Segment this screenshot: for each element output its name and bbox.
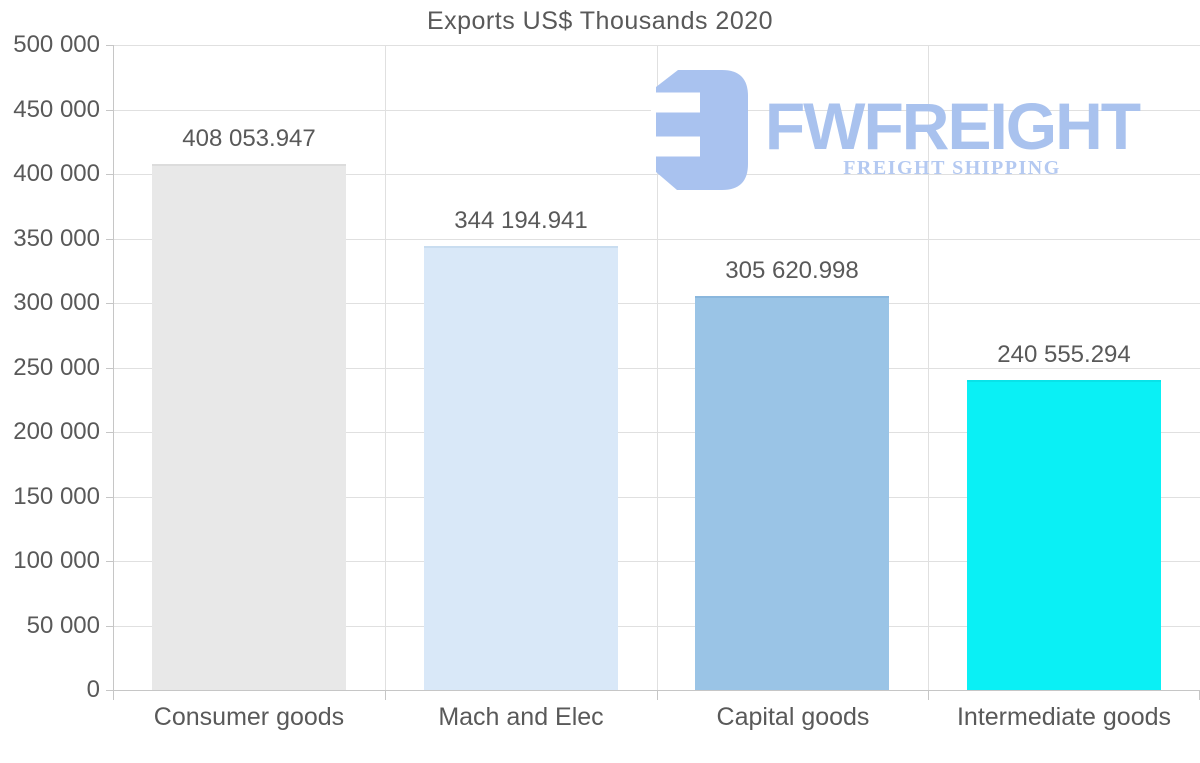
y-tick: [106, 110, 113, 111]
y-tick: [106, 303, 113, 304]
y-tick-label: 200 000: [13, 418, 100, 445]
x-category-label: Capital goods: [716, 703, 870, 731]
y-tick: [106, 239, 113, 240]
y-tick: [106, 432, 113, 433]
bar: [424, 246, 618, 690]
y-tick-label: 450 000: [13, 96, 100, 123]
y-gridline: [113, 45, 1200, 46]
y-tick: [106, 561, 113, 562]
y-tick-label: 350 000: [13, 225, 100, 252]
y-tick-label: 300 000: [13, 289, 100, 316]
y-tick-label: 0: [86, 676, 100, 703]
chart-title: Exports US$ Thousands 2020: [426, 7, 774, 35]
y-tick: [106, 626, 113, 627]
y-tick: [106, 368, 113, 369]
bar-value-label: 240 555.294: [997, 341, 1131, 368]
y-tick-label: 50 000: [26, 612, 100, 639]
bar-value-label: 305 620.998: [725, 257, 859, 284]
y-tick-label: 150 000: [13, 483, 100, 510]
y-gridline: [113, 368, 1200, 369]
x-tick: [928, 690, 929, 700]
x-category-label: Mach and Elec: [438, 703, 604, 731]
x-tick: [385, 690, 386, 700]
x-tick: [657, 690, 658, 700]
x-gridline: [657, 45, 658, 690]
y-tick-label: 250 000: [13, 354, 100, 381]
y-gridline: [113, 174, 1200, 175]
bar: [695, 296, 889, 690]
y-tick: [106, 497, 113, 498]
y-tick: [106, 690, 113, 691]
x-gridline: [385, 45, 386, 690]
logo-tagline: FREIGHT SHIPPING: [843, 157, 1061, 179]
fwfreight-logo: FWFREIGHT FREIGHT SHIPPING: [651, 68, 1151, 193]
y-gridline: [113, 626, 1200, 627]
bar: [152, 164, 346, 690]
y-gridline: [113, 432, 1200, 433]
y-gridline: [113, 497, 1200, 498]
x-category-label: Consumer goods: [153, 703, 345, 731]
x-category-label: Intermediate goods: [956, 703, 1172, 731]
fwfreight-logo-icon: [651, 70, 748, 190]
y-axis-line: [113, 45, 114, 700]
y-tick: [106, 174, 113, 175]
bar-value-label: 344 194.941: [454, 207, 588, 234]
x-axis-line: [113, 690, 1200, 691]
y-tick-label: 400 000: [13, 160, 100, 187]
y-gridline: [113, 239, 1200, 240]
y-gridline: [113, 303, 1200, 304]
x-gridline: [928, 45, 929, 690]
y-tick-label: 500 000: [13, 31, 100, 58]
y-tick: [106, 45, 113, 46]
y-gridline: [113, 561, 1200, 562]
bar-value-label: 408 053.947: [182, 125, 316, 152]
logo-name: FWFREIGHT: [764, 89, 1141, 163]
bar: [967, 380, 1161, 690]
y-tick-label: 100 000: [13, 547, 100, 574]
